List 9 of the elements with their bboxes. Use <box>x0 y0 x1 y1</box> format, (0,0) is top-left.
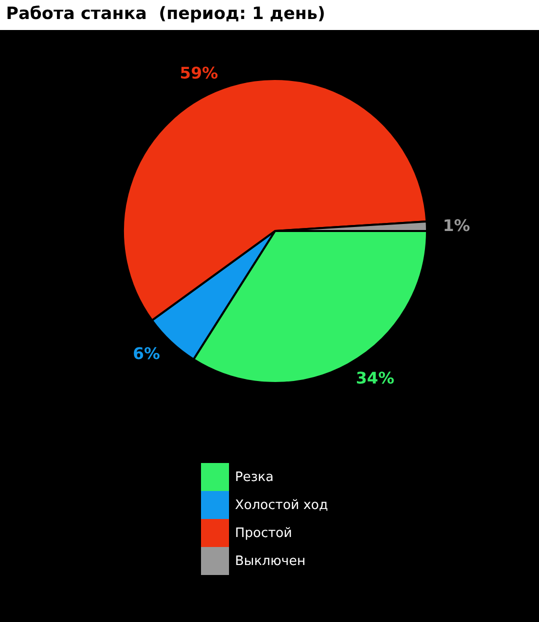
data-label: 34% <box>356 368 394 388</box>
data-label: 1% <box>442 216 470 236</box>
data-label: 59% <box>180 63 218 82</box>
legend-label: Простой <box>234 526 292 542</box>
chart-title: Работа станка (период: 1 день) <box>0 0 539 30</box>
legend-label: Холостой ход <box>234 498 328 514</box>
legend-label: Выключен <box>234 554 306 570</box>
legend-label: Резка <box>234 470 274 486</box>
data-label: 6% <box>132 344 160 363</box>
